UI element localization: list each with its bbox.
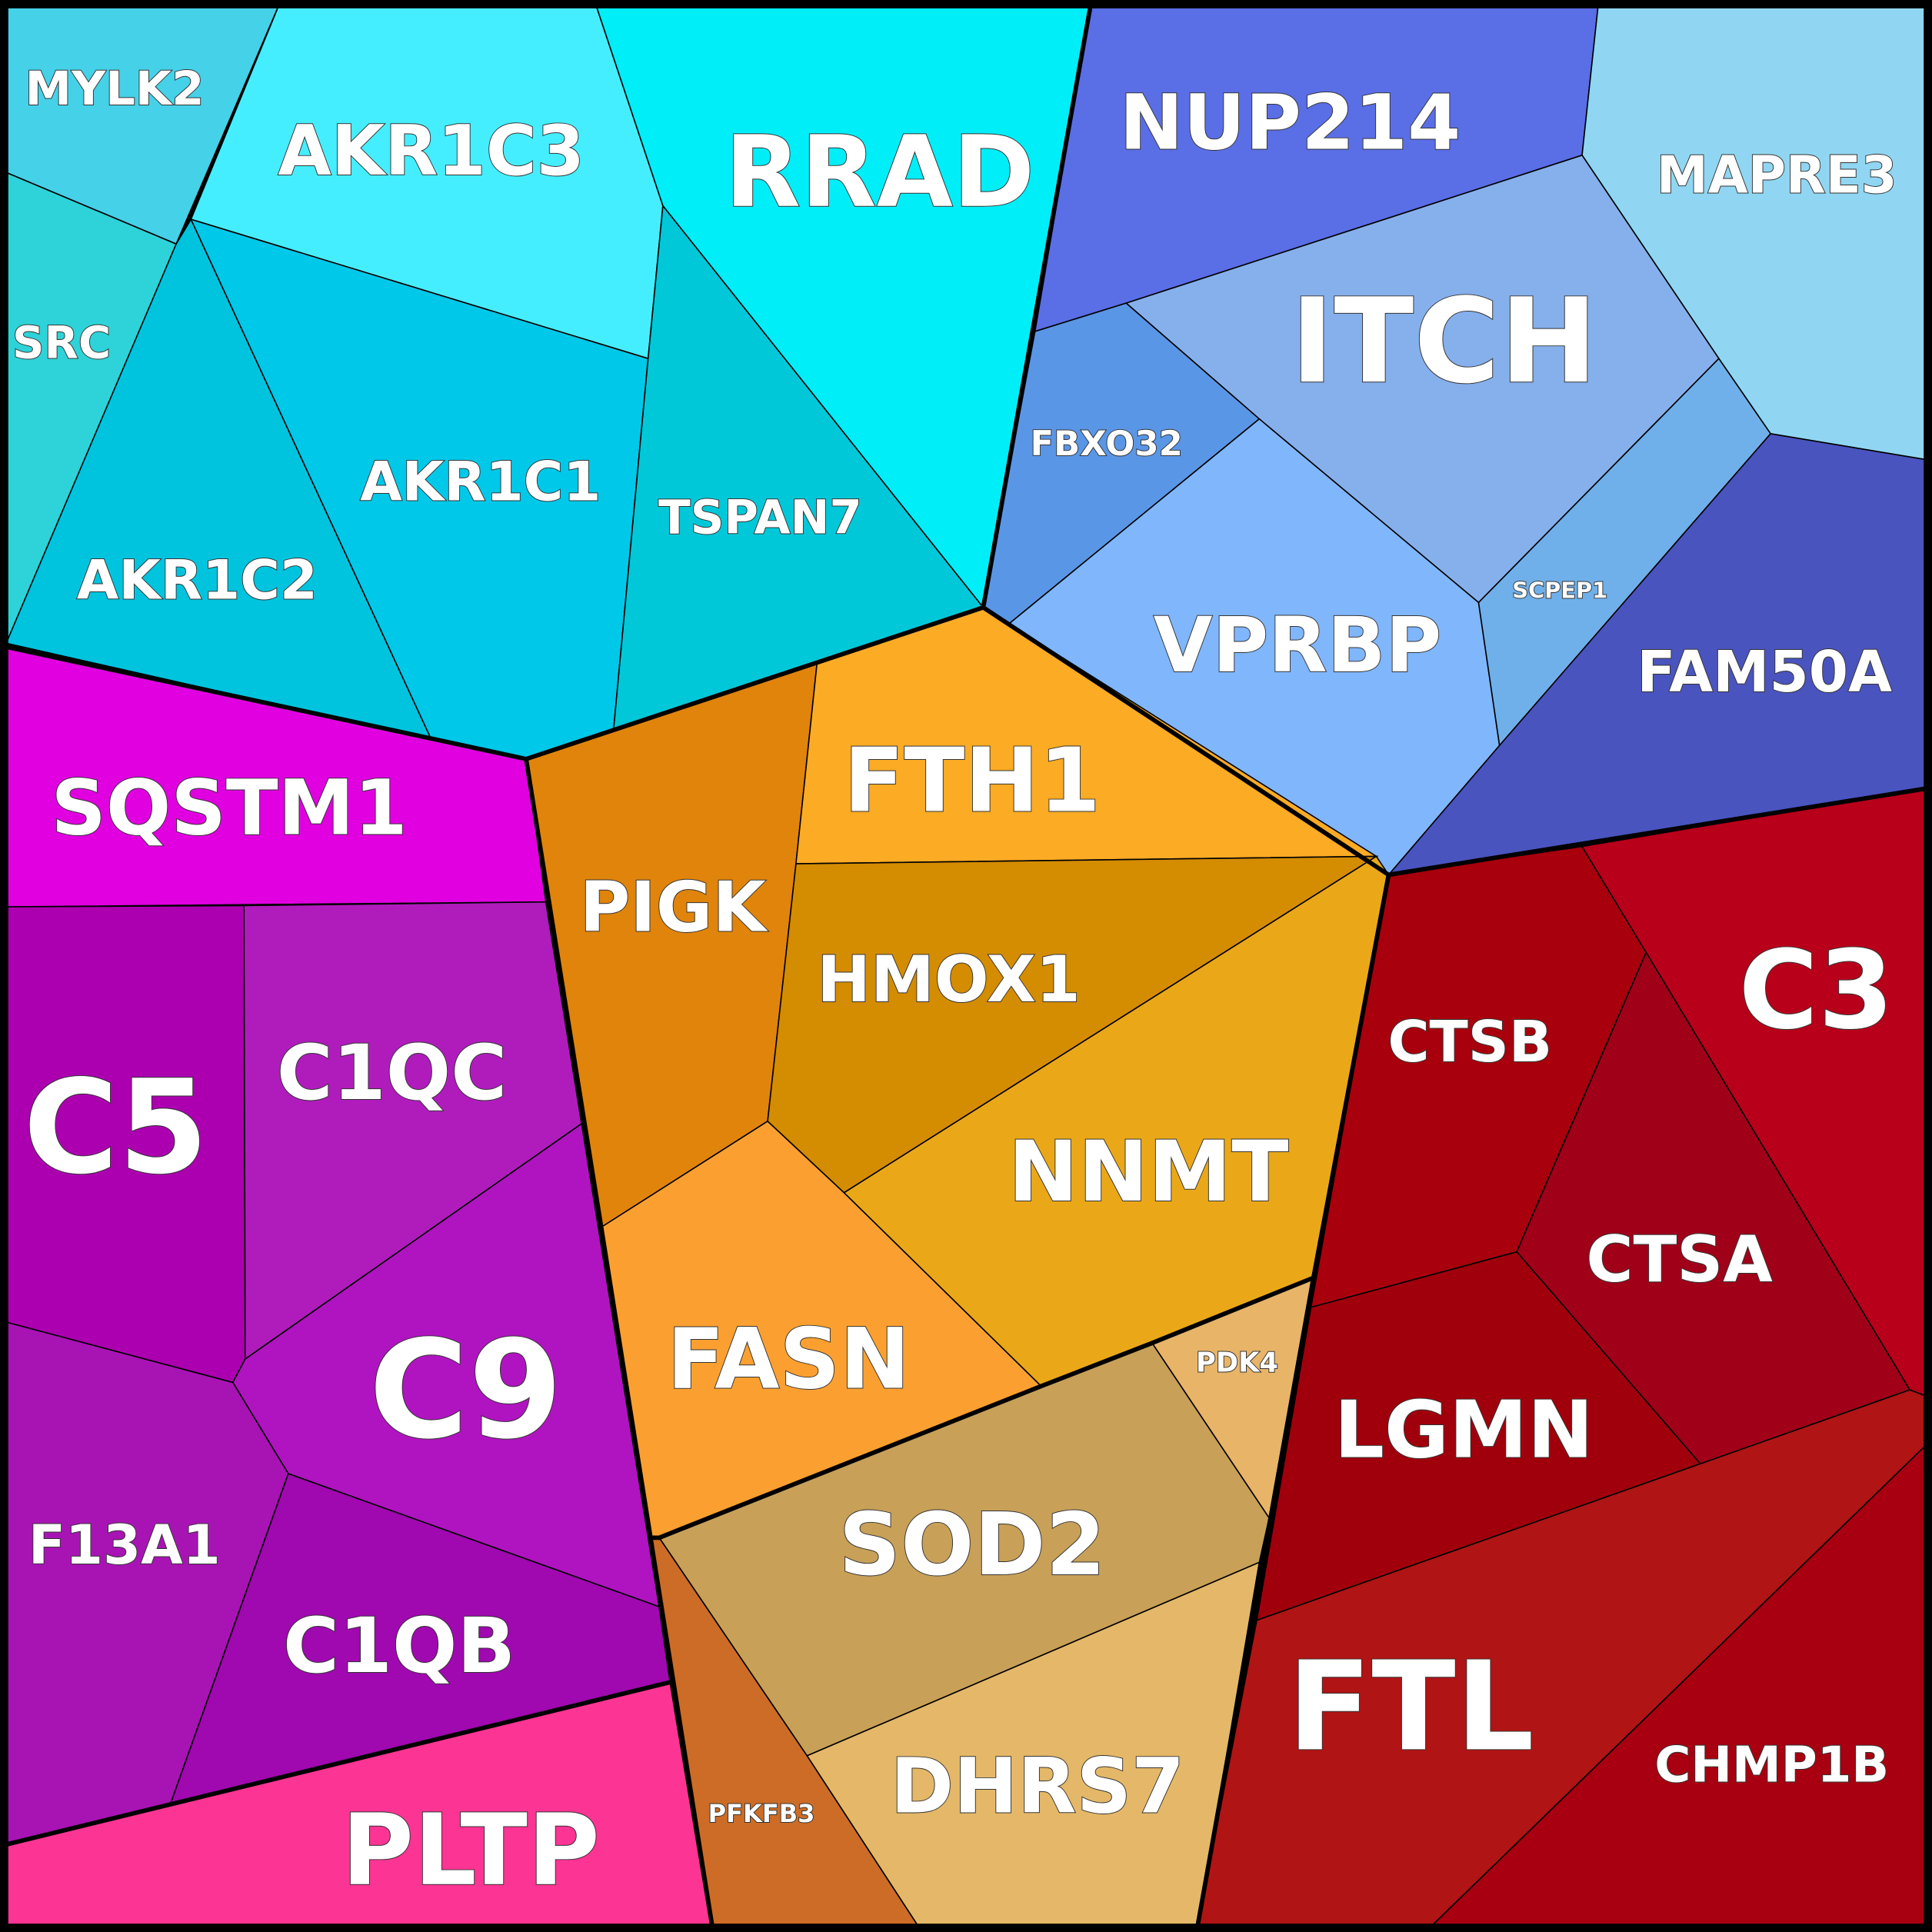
cell-label: NNMT: [1008, 1123, 1289, 1221]
cell-label: TSPAN7: [658, 490, 862, 545]
cell-label: DHRS7: [891, 1742, 1185, 1830]
cell-label: AKR1C3: [278, 112, 585, 192]
cell-label: AKR1C1: [360, 450, 601, 513]
cell-label: FBXO32: [1030, 423, 1182, 464]
cell-label: C1QC: [277, 1029, 507, 1118]
cell-label: SQSTM1: [51, 764, 407, 852]
cell-label: C1QB: [283, 1602, 515, 1690]
cell-label: FASN: [667, 1311, 910, 1408]
cell-label: FAM50A: [1637, 640, 1892, 705]
cell-label: MYLK2: [25, 62, 205, 116]
cell-label: RRAD: [724, 115, 1034, 230]
labels: MYLK2 SRC AKR1C3 AKR1C2 AKR1C1 TSPAN7 RRAD NUP2…: [12, 61, 1898, 1909]
cell-label: FTL: [1287, 1634, 1534, 1778]
cell-label: SCPEP1: [1512, 577, 1607, 603]
cell-label: CTSB: [1387, 1010, 1552, 1075]
cells: [5, 5, 1927, 1927]
cell-label: CTSA: [1586, 1222, 1773, 1297]
cell-label: HMOX1: [817, 942, 1081, 1017]
cell-label: C3: [1739, 928, 1894, 1054]
cell-label: PIGK: [580, 868, 769, 948]
cell-label: ITCH: [1291, 273, 1598, 409]
cell-label: PDK4: [1196, 1347, 1278, 1378]
cell-label: F13A1: [28, 1514, 221, 1577]
cell-label: PLTP: [341, 1794, 600, 1908]
cell-label: LGMN: [1334, 1384, 1594, 1476]
cell-label: NUP214: [1119, 79, 1461, 168]
cell-label: PFKFB3: [708, 1799, 815, 1828]
cell-label: C9: [369, 1311, 563, 1469]
cell-label: MAPRE3: [1657, 145, 1897, 205]
cell-label: CHMP1B: [1654, 1737, 1889, 1794]
cell-label: VPRBP: [1154, 601, 1442, 690]
cell-label: SOD2: [838, 1495, 1105, 1595]
cell-label: FTH1: [844, 730, 1101, 833]
cell-label: AKR1C2: [77, 549, 318, 612]
cell-label: SRC: [12, 316, 111, 368]
cell-label: C5: [23, 1052, 208, 1203]
